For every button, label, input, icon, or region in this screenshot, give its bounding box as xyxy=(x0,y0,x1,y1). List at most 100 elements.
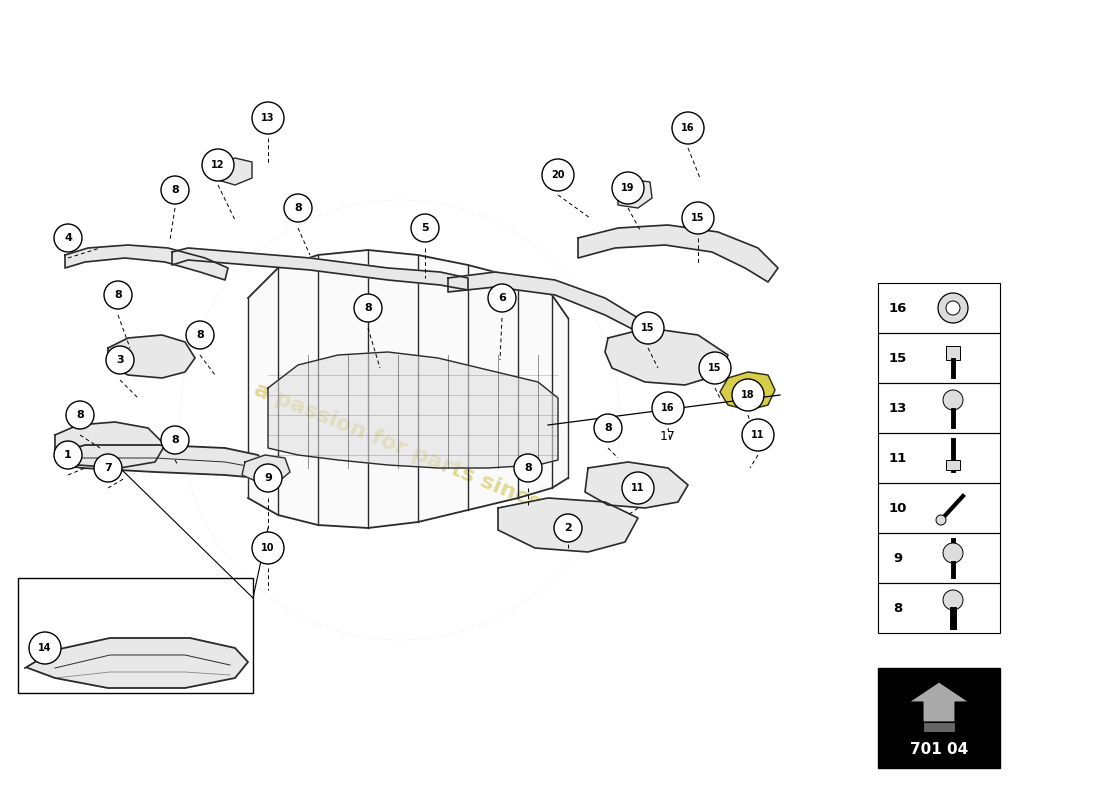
Text: 10: 10 xyxy=(889,502,908,514)
Circle shape xyxy=(94,454,122,482)
Text: 16: 16 xyxy=(661,403,674,413)
Text: 8: 8 xyxy=(604,423,612,433)
Polygon shape xyxy=(605,328,728,385)
Circle shape xyxy=(943,590,962,610)
Text: 12: 12 xyxy=(211,160,224,170)
Text: 10: 10 xyxy=(262,543,275,553)
Text: 14: 14 xyxy=(39,643,52,653)
Circle shape xyxy=(514,454,542,482)
Circle shape xyxy=(106,346,134,374)
Circle shape xyxy=(938,293,968,323)
Text: 9: 9 xyxy=(264,473,272,483)
Text: 2: 2 xyxy=(564,523,572,533)
Circle shape xyxy=(354,294,382,322)
Polygon shape xyxy=(946,346,960,360)
Text: a passion for parts since 1985: a passion for parts since 1985 xyxy=(251,380,609,540)
Circle shape xyxy=(698,352,732,384)
Polygon shape xyxy=(248,250,568,528)
Text: 8: 8 xyxy=(172,435,179,445)
Text: 15: 15 xyxy=(889,351,908,365)
Circle shape xyxy=(411,214,439,242)
Polygon shape xyxy=(498,498,638,552)
Text: 4: 4 xyxy=(64,233,72,243)
Polygon shape xyxy=(108,335,195,378)
Bar xyxy=(878,283,1000,333)
Text: 701 04: 701 04 xyxy=(910,742,968,758)
Circle shape xyxy=(202,149,234,181)
Bar xyxy=(878,333,1000,383)
Text: 6: 6 xyxy=(498,293,506,303)
Circle shape xyxy=(104,281,132,309)
Text: 7: 7 xyxy=(104,463,112,473)
Circle shape xyxy=(542,159,574,191)
Bar xyxy=(878,533,1000,583)
Text: 16: 16 xyxy=(681,123,695,133)
Bar xyxy=(946,460,960,470)
Circle shape xyxy=(621,472,654,504)
Circle shape xyxy=(732,379,764,411)
Text: 15: 15 xyxy=(641,323,654,333)
Polygon shape xyxy=(62,445,268,478)
Text: 8: 8 xyxy=(172,185,179,195)
Polygon shape xyxy=(65,245,228,280)
Polygon shape xyxy=(55,422,165,468)
Text: 15: 15 xyxy=(691,213,705,223)
Text: 18: 18 xyxy=(741,390,755,400)
Polygon shape xyxy=(720,372,775,410)
Text: 11: 11 xyxy=(631,483,645,493)
Circle shape xyxy=(652,392,684,424)
Circle shape xyxy=(186,321,214,349)
Text: 16: 16 xyxy=(889,302,908,314)
Polygon shape xyxy=(242,455,290,482)
Bar xyxy=(878,583,1000,633)
Text: 11: 11 xyxy=(889,451,908,465)
Circle shape xyxy=(54,441,82,469)
Circle shape xyxy=(488,284,516,312)
Circle shape xyxy=(161,176,189,204)
Text: 13: 13 xyxy=(262,113,275,123)
Text: 8: 8 xyxy=(114,290,122,300)
Text: 8: 8 xyxy=(364,303,372,313)
Circle shape xyxy=(254,464,282,492)
Circle shape xyxy=(612,172,643,204)
Text: 8: 8 xyxy=(196,330,204,340)
Circle shape xyxy=(161,426,189,454)
Text: 15: 15 xyxy=(708,363,722,373)
Text: 8: 8 xyxy=(893,602,903,614)
Text: 17: 17 xyxy=(660,430,675,443)
Circle shape xyxy=(672,112,704,144)
Bar xyxy=(878,483,1000,533)
Text: 5: 5 xyxy=(421,223,429,233)
Polygon shape xyxy=(909,682,969,722)
Text: 13: 13 xyxy=(889,402,908,414)
Text: 9: 9 xyxy=(893,551,903,565)
Polygon shape xyxy=(923,722,955,732)
Bar xyxy=(878,383,1000,433)
Circle shape xyxy=(252,102,284,134)
Circle shape xyxy=(632,312,664,344)
Polygon shape xyxy=(25,638,248,688)
Bar xyxy=(18,578,253,693)
Bar xyxy=(878,668,1000,768)
Circle shape xyxy=(742,419,774,451)
Text: 3: 3 xyxy=(117,355,124,365)
Text: 8: 8 xyxy=(524,463,532,473)
Bar xyxy=(878,433,1000,483)
Circle shape xyxy=(284,194,312,222)
Circle shape xyxy=(943,543,962,563)
Polygon shape xyxy=(268,352,558,468)
Circle shape xyxy=(252,532,284,564)
Circle shape xyxy=(936,515,946,525)
Text: 19: 19 xyxy=(621,183,635,193)
Circle shape xyxy=(943,390,962,410)
Circle shape xyxy=(29,632,60,664)
Polygon shape xyxy=(578,225,778,282)
Polygon shape xyxy=(218,158,252,185)
Text: 8: 8 xyxy=(294,203,301,213)
Polygon shape xyxy=(585,462,688,508)
Text: 11: 11 xyxy=(751,430,764,440)
Circle shape xyxy=(66,401,94,429)
Circle shape xyxy=(682,202,714,234)
Circle shape xyxy=(594,414,621,442)
Polygon shape xyxy=(618,180,652,208)
